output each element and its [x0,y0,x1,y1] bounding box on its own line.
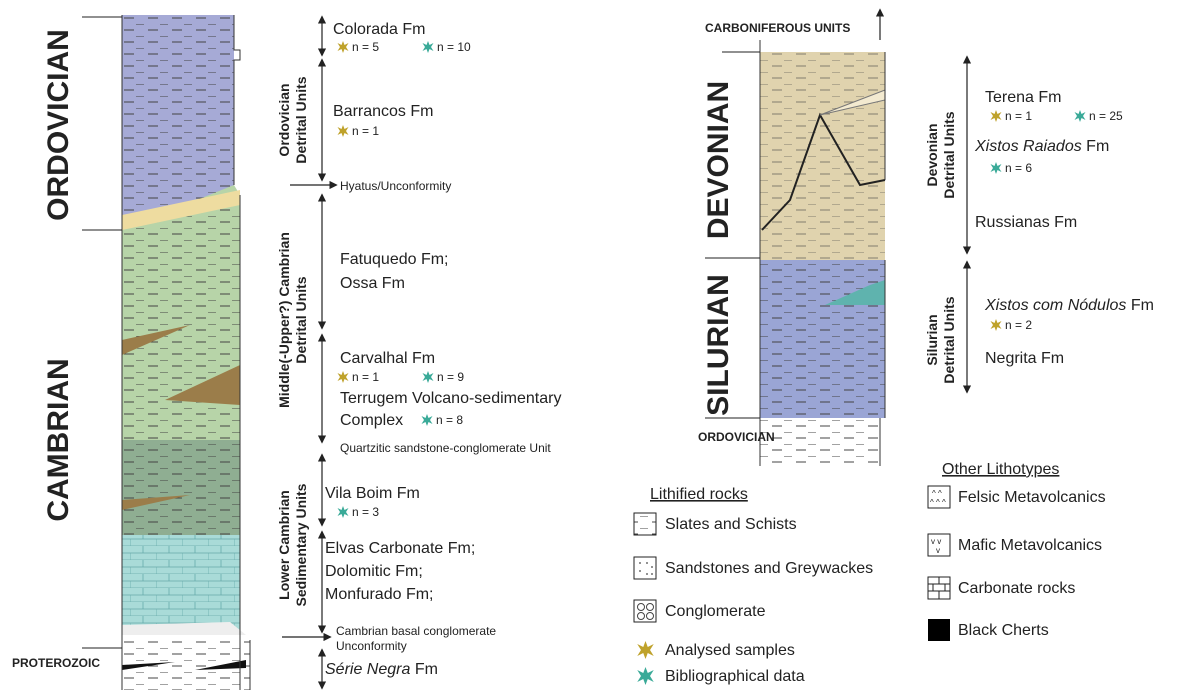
svg-text:^ ^: ^ ^ [932,489,942,498]
formation: Colorada Fm [333,21,425,38]
unit-group: Lower Cambrian [276,490,292,600]
legend-item: Analysed samples [665,642,795,659]
formation: Xistos Raiados Fm [974,138,1109,155]
unit-group: Silurian [924,314,940,365]
formation: Barrancos Fm [333,103,433,120]
unit-note: Unconformity [336,639,407,653]
sample-count: n = 9 [437,370,464,384]
legend-item: Mafic Metavolcanics [958,537,1102,554]
unit-group: Detrital Units [941,296,957,383]
period-label: ORDOVICIAN [42,29,75,221]
unit-group: Middle(-Upper?) Cambrian [276,232,292,408]
unconformity: Hyatus/Unconformity [340,179,451,193]
left-column: ORDOVICIAN CAMBRIAN PROTEROZOIC [12,15,250,690]
sample-count: n = 1 [1005,109,1032,123]
period-label: ORDOVICIAN [698,430,775,444]
period-label: SILURIAN [702,274,735,416]
unit-group: Detrital Units [293,76,309,163]
formation: Terrugem Volcano-sedimentary [340,390,561,407]
sample-count: n = 25 [1089,109,1123,123]
unit-group: Detrital Units [941,111,957,198]
sample-count: n = 2 [1005,318,1032,332]
sample-count: n = 1 [352,124,379,138]
formation: Dolomitic Fm; [325,563,423,580]
formation: Carvalhal Fm [340,350,435,367]
formation: Negrita Fm [985,350,1064,367]
unit-note: Cambrian basal conglomerate [336,624,496,638]
legend-title: Other Lithotypes [942,461,1059,478]
formation: Xistos com Nódulos Fm [984,297,1154,314]
formation: Terena Fm [985,89,1061,106]
formation: Russianas Fm [975,214,1077,231]
formation: Fatuquedo Fm; [340,251,449,268]
formation: Vila Boim Fm [325,485,420,502]
formation: Ossa Fm [340,275,405,292]
formation: Monfurado Fm; [325,586,433,603]
period-label: CAMBRIAN [42,358,75,521]
legend-item: Sandstones and Greywackes [665,560,873,577]
formation: Complex [340,412,403,429]
sample-count: n = 10 [437,40,471,54]
sample-count: n = 8 [436,413,463,427]
unit-group: Sedimentary Units [293,483,309,606]
legend: Lithified rocks Slates and Schists Sands… [634,461,1106,685]
sample-count: n = 1 [352,370,379,384]
legend-item: Carbonate rocks [958,580,1075,597]
svg-text:^ ^ ^: ^ ^ ^ [930,498,946,507]
unit-note: Quartzitic sandstone-conglomerate Unit [340,441,551,455]
period-label: DEVONIAN [702,81,735,239]
legend-item: Black Cherts [958,622,1049,639]
top-label: CARBONIFEROUS UNITS [705,21,850,35]
right-annotations: Devonian Detrital Units Silurian Detrita… [924,57,1154,392]
unit-group: Ordovician [276,83,292,156]
legend-item: Bibliographical data [665,668,805,685]
formation: Série Negra Fm [325,661,438,678]
sample-count: n = 5 [352,40,379,54]
sample-count: n = 6 [1005,161,1032,175]
legend-item: Conglomerate [665,603,766,620]
left-annotations: Ordovician Detrital Units Middle(-Upper?… [276,17,561,688]
legend-title: Lithified rocks [650,486,748,503]
unit-group: Detrital Units [293,276,309,363]
legend-item: Felsic Metavolcanics [958,489,1106,506]
legend-item: Slates and Schists [665,516,797,533]
svg-text:v v: v v [931,537,941,546]
formation: Elvas Carbonate Fm; [325,540,475,557]
svg-text:v: v [936,546,940,555]
unit-group: Devonian [924,123,940,186]
sample-count: n = 3 [352,505,379,519]
right-column: CARBONIFEROUS UNITS DEVONIAN SILURIAN OR… [698,10,885,466]
period-label: PROTEROZOIC [12,656,100,670]
stratigraphic-diagram: ORDOVICIAN CAMBRIAN PROTEROZOIC Ordovici… [0,0,1186,691]
